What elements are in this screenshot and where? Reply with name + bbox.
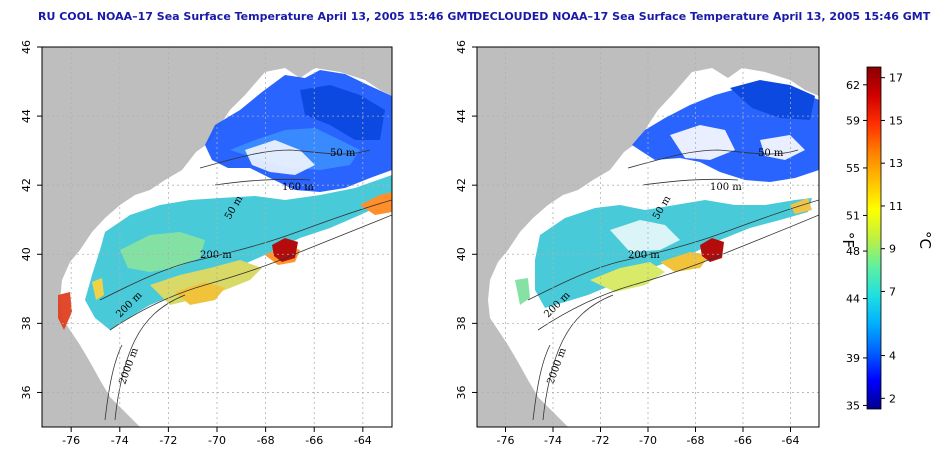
y-tick-label: 36: [455, 385, 468, 399]
sst-coldest-patch: [300, 85, 385, 140]
y-tick-label: 44: [455, 109, 468, 123]
contour-label: 50 m: [758, 148, 784, 159]
land-mass: [42, 47, 392, 427]
fahrenheit-label: °F: [839, 232, 857, 248]
y-tick-label: 46: [455, 40, 468, 54]
map-ticks-right: -76 -74 -72 -70 -68 -66 -64 46 44 42 40 38 36: [455, 40, 799, 447]
sst-warm-east: [360, 192, 392, 215]
celsius-tick-label: 13: [889, 157, 903, 170]
x-tick-label: -70: [208, 434, 226, 447]
y-tick-label: 40: [455, 247, 468, 261]
x-tick-label: -70: [639, 434, 657, 447]
land-mass: [477, 47, 819, 427]
sst-warm-spot: [175, 282, 225, 305]
map-title-left: RU COOL NOAA–17 Sea Surface Temperature …: [38, 10, 475, 23]
map-border-right: [476, 46, 820, 428]
sst-mid-patch: [120, 232, 205, 272]
x-tick-label: -76: [62, 434, 80, 447]
fahrenheit-tick-label: 39: [846, 352, 860, 365]
map-panel-right: 200 m 2000 m 200 m 50 m 100 m 50 m -76 -7…: [455, 40, 820, 447]
celsius-tick-label: 9: [889, 243, 896, 256]
y-tick-label: 42: [20, 178, 33, 192]
celsius-tick-label: 4: [889, 350, 896, 363]
fahrenheit-tick-label: 44: [846, 293, 860, 306]
x-tick-label: -72: [592, 434, 610, 447]
y-tick-label: 40: [20, 247, 33, 261]
fahrenheit-tick-label: 59: [846, 114, 860, 127]
contour-label: 100 m: [282, 182, 314, 193]
celsius-tick-label: 7: [889, 285, 896, 298]
celsius-tick-label: 2: [889, 392, 896, 405]
y-tick-label: 42: [455, 178, 468, 192]
map-title-right: DECLOUDED NOAA–17 Sea Surface Temperatur…: [473, 10, 931, 23]
bathymetry-contours: [99, 149, 392, 421]
y-tick-label: 38: [455, 316, 468, 330]
x-tick-label: -68: [687, 434, 705, 447]
sst-coastal-warm: [58, 292, 72, 330]
fahrenheit-tick-label: 51: [846, 209, 860, 222]
sst-warm-band: [590, 262, 665, 292]
fahrenheit-tick-label: 62: [846, 79, 860, 92]
fahrenheit-tick-label: 48: [846, 245, 860, 258]
contour-label: 200 m: [200, 250, 232, 261]
y-tick-label: 36: [20, 385, 33, 399]
colorbar: 17 15 13 11 9 7 4 2 62 59 55 51 48 44 39 35 °F °C: [839, 66, 934, 413]
fahrenheit-tick-label: 55: [846, 162, 860, 175]
celsius-tick-label: 17: [889, 72, 903, 85]
x-tick-label: -76: [497, 434, 515, 447]
celsius-tick-label: 15: [889, 114, 903, 127]
sst-warm-spot: [660, 252, 710, 272]
colorbar-ticks: 17 15 13 11 9 7 4 2 62 59 55 51 48 44 39 35: [846, 72, 903, 413]
y-tick-label: 46: [20, 40, 33, 54]
bathymetry-contours: [527, 149, 819, 421]
celsius-label: °C: [916, 231, 934, 249]
x-tick-label: -68: [257, 434, 275, 447]
contour-label: 100 m: [710, 182, 742, 193]
fahrenheit-tick-label: 35: [846, 399, 860, 412]
contour-label: 50 m: [330, 148, 356, 159]
colorbar-ramp: [866, 66, 882, 410]
y-tick-label: 38: [20, 316, 33, 330]
celsius-tick-label: 11: [889, 200, 903, 213]
x-tick-label: -74: [111, 434, 129, 447]
x-tick-label: -72: [159, 434, 177, 447]
contour-label: 200 m: [628, 250, 660, 261]
x-tick-label: -64: [782, 434, 800, 447]
sst-coldest-patch: [730, 80, 815, 120]
x-tick-label: -64: [354, 434, 372, 447]
x-tick-label: -66: [305, 434, 323, 447]
x-tick-label: -74: [544, 434, 562, 447]
x-tick-label: -66: [734, 434, 752, 447]
map-panel-left: 200 m 2000 m 200 m 50 m 100 m 50 m -76 -7…: [20, 40, 393, 447]
map-ticks-left: -76 -74 -72 -70 -68 -66 -64 46 44 42 40 38 36: [20, 40, 372, 447]
y-tick-label: 44: [20, 109, 33, 123]
map-border-left: [41, 46, 393, 428]
